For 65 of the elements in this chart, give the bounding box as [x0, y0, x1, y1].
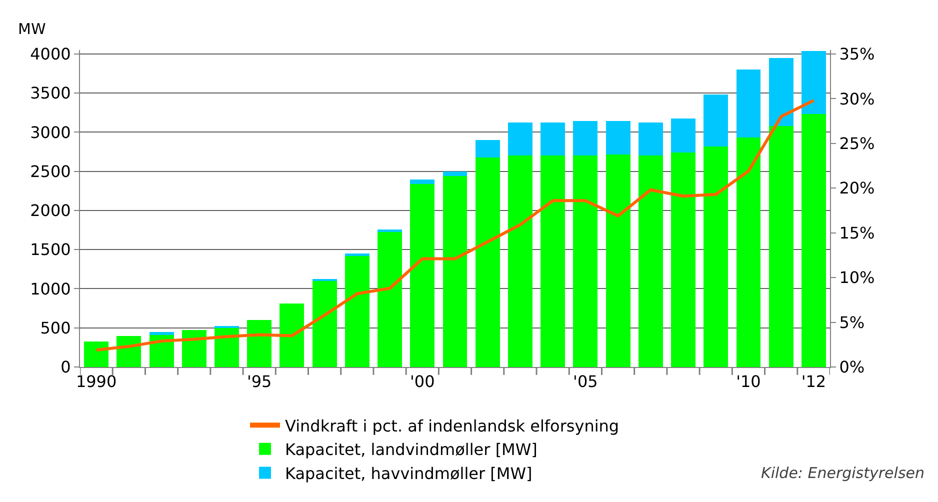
bar [768, 58, 794, 126]
bar [638, 122, 663, 156]
bar [736, 70, 761, 138]
bar [344, 255, 370, 367]
y-axis-title: MW [18, 20, 46, 38]
y-tick-label: 1500 [30, 240, 71, 260]
bar [312, 280, 337, 367]
legend-label: Vindkraft i pct. af indenlandsk elforsyning [285, 416, 620, 436]
bar [149, 332, 174, 335]
bar [84, 341, 109, 367]
bar [247, 320, 272, 367]
bar [442, 171, 468, 176]
bar [573, 121, 598, 156]
bar [442, 176, 468, 367]
y2-tick-label: 20% [839, 178, 875, 198]
bar [475, 140, 500, 158]
y-tick-label: 2000 [30, 201, 71, 220]
bar [704, 146, 728, 367]
y-tick-label: 3000 [30, 122, 71, 142]
bar [606, 121, 630, 154]
bar [182, 330, 206, 367]
text: Kilde: Energistyrelsen [761, 464, 924, 482]
bar [671, 118, 696, 153]
y-tick-label: 0 [60, 358, 71, 377]
y2-tick-label: 30% [839, 89, 875, 108]
x-tick-label: '10 [736, 372, 761, 392]
x-tick-label: '95 [246, 372, 272, 392]
bar [573, 156, 598, 367]
bar [116, 336, 142, 367]
bar [801, 51, 826, 114]
line-series [94, 98, 816, 352]
bar [410, 180, 435, 184]
bar [280, 304, 304, 367]
x-tick-label: '12 [801, 372, 826, 392]
bar [704, 94, 728, 146]
y-tick-label: 3500 [30, 84, 71, 103]
bar [378, 232, 402, 367]
bar [736, 138, 761, 367]
y2-tick-label: 15% [839, 223, 875, 242]
bar [638, 156, 663, 367]
y-tick-label: 4000 [30, 44, 71, 64]
bar [540, 156, 566, 367]
legend-label: Kapacitet, landvindmøller [MW] [285, 440, 538, 460]
x-tick-label: '05 [573, 372, 598, 392]
y2-tick-label: 10% [839, 268, 875, 288]
bar [606, 154, 630, 367]
bar [508, 122, 532, 156]
legend-label: Kapacitet, havvindmøller [MW] [285, 464, 532, 483]
x-tick-label: 1990 [76, 372, 117, 392]
bar [410, 184, 435, 367]
y2-tick-label: 25% [839, 134, 875, 153]
bar [475, 158, 500, 367]
bar [768, 126, 794, 367]
bar [801, 114, 826, 367]
y-tick-label: 1000 [30, 279, 71, 298]
y2-tick-label: 5% [839, 312, 865, 332]
bar [508, 156, 532, 367]
y-tick-label: 500 [40, 318, 71, 338]
bar [214, 328, 239, 367]
bar [671, 152, 696, 367]
x-tick-label: '00 [410, 372, 435, 392]
y2-tick-label: 35% [839, 44, 875, 64]
y2-tick-label: 0% [839, 358, 865, 377]
y-tick-label: 2500 [30, 162, 71, 181]
bar [540, 122, 566, 156]
